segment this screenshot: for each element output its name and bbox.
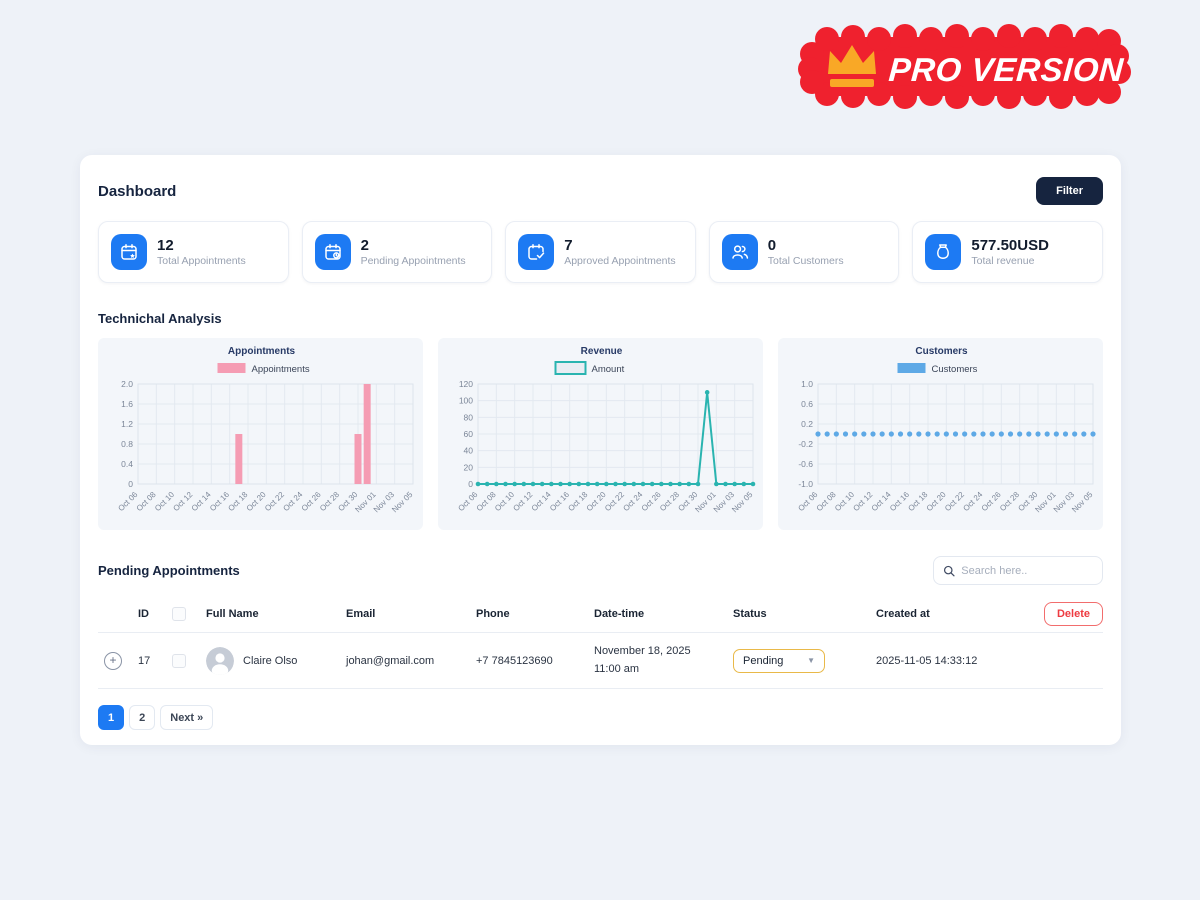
- appointments-chart: Appointments Appointments Oct 06 Oct 08 Oct …: [98, 338, 423, 530]
- calendar-clock-icon: [314, 234, 351, 270]
- status-value: Pending: [743, 654, 784, 667]
- col-full-name: Full Name: [206, 607, 259, 620]
- chevron-down-icon: ▼: [807, 656, 815, 665]
- stat-value: 577.50USD: [971, 236, 1049, 254]
- stat-value: 2: [360, 236, 369, 254]
- avatar: [206, 646, 234, 675]
- cell-id: 17: [138, 654, 151, 667]
- svg-text:0.6: 0.6: [801, 399, 813, 409]
- expand-row-icon[interactable]: +: [104, 651, 122, 670]
- svg-text:40: 40: [464, 446, 474, 456]
- svg-text:100: 100: [459, 396, 473, 406]
- search-icon: [943, 565, 955, 576]
- col-phone: Phone: [476, 607, 510, 620]
- stat-card-total-appointments: 12 Total Appointments: [98, 221, 289, 283]
- svg-text:0.8: 0.8: [121, 439, 133, 449]
- analysis-section-title: Technichal Analysis: [98, 311, 222, 326]
- table-header-row: ID Full Name Email Phone Date-time Statu…: [98, 595, 1103, 633]
- calendar-star-icon: [111, 234, 147, 270]
- svg-text:-1.0: -1.0: [798, 479, 813, 489]
- svg-text:-0.2: -0.2: [798, 439, 813, 449]
- svg-text:0: 0: [128, 479, 133, 489]
- svg-text:Appointments: Appointments: [252, 364, 310, 375]
- stat-label: Approved Appointments: [564, 255, 676, 268]
- svg-text:20: 20: [464, 462, 474, 472]
- col-date-time: Date-time: [594, 607, 645, 620]
- col-id: ID: [138, 607, 149, 620]
- cell-phone: +7 7845123690: [476, 654, 553, 667]
- svg-text:1.0: 1.0: [801, 379, 813, 389]
- col-status: Status: [733, 607, 767, 620]
- table-row: + 17 Claire Olso johan@gmail.com +7 7845…: [98, 633, 1103, 689]
- delete-button[interactable]: Delete: [1043, 601, 1103, 626]
- dashboard-panel: Dashboard Filter 12 Total Appointments: [80, 155, 1121, 745]
- stat-card-total-customers: 0 Total Customers: [708, 221, 900, 283]
- cell-time: 11:00 am: [594, 662, 640, 675]
- money-bag-icon: [925, 234, 962, 270]
- stat-label: Total Appointments: [157, 255, 246, 268]
- svg-text:60: 60: [464, 429, 474, 439]
- cell-full-name: Claire Olso: [243, 654, 298, 667]
- svg-text:Customers: Customers: [915, 346, 968, 357]
- svg-text:1.2: 1.2: [121, 419, 133, 429]
- stat-label: Total revenue: [971, 255, 1035, 268]
- revenue-chart: Revenue Amount Oct 06 Oct 08 Oct 10 Oct 12 Oct…: [438, 338, 763, 530]
- svg-text:2.0: 2.0: [121, 379, 133, 389]
- status-dropdown[interactable]: Pending ▼: [733, 648, 825, 673]
- table-title: Pending Appointments: [98, 563, 240, 578]
- svg-text:Nov 05: Nov 05: [730, 490, 755, 515]
- crown-icon: [828, 45, 876, 87]
- badge-text: PRO VERSION: [887, 52, 1125, 89]
- stat-value: 12: [157, 236, 174, 254]
- next-page-button[interactable]: Next »: [160, 705, 214, 730]
- badge-blob: PRO VERSION: [798, 24, 1131, 109]
- svg-text:80: 80: [464, 412, 474, 422]
- svg-text:0.4: 0.4: [121, 459, 133, 469]
- stat-card-approved-appointments: 7 Approved Appointments: [505, 221, 696, 283]
- svg-text:Appointments: Appointments: [228, 346, 296, 357]
- svg-text:Nov 05: Nov 05: [390, 490, 415, 515]
- stat-value: 0: [767, 236, 777, 254]
- page-2-button[interactable]: 2: [129, 705, 156, 730]
- svg-text:120: 120: [459, 379, 473, 389]
- svg-text:Amount: Amount: [592, 364, 625, 375]
- svg-text:0: 0: [468, 479, 473, 489]
- charts-row: Appointments Appointments Oct 06 Oct 08 Oct …: [80, 338, 1121, 530]
- svg-text:-0.6: -0.6: [798, 459, 813, 469]
- table-header-bar: Pending Appointments: [98, 556, 1103, 585]
- stat-card-total-revenue: 577.50USD Total revenue: [912, 221, 1103, 283]
- svg-text:Revenue: Revenue: [581, 346, 623, 357]
- filter-button[interactable]: Filter: [1036, 177, 1103, 205]
- svg-text:Nov 05: Nov 05: [1070, 490, 1095, 515]
- stat-label: Pending Appointments: [360, 255, 466, 268]
- stats-row: 12 Total Appointments 2 Pending Appointm…: [80, 221, 1121, 283]
- panel-header: Dashboard Filter: [80, 155, 1121, 221]
- col-created-at: Created at: [876, 607, 930, 620]
- svg-text:0.2: 0.2: [801, 419, 813, 429]
- pending-appointments-table: ID Full Name Email Phone Date-time Statu…: [98, 595, 1103, 689]
- cell-created-at: 2025-11-05 14:33:12: [876, 654, 978, 667]
- pagination: 1 2 Next »: [98, 705, 1103, 730]
- cell-date: November 18, 2025: [594, 645, 691, 658]
- pro-version-badge: PRO VERSION: [797, 24, 1132, 109]
- cell-email: johan@gmail.com: [346, 654, 435, 667]
- customers-chart: Customers Customers Oct 06 Oct 08 Oct 10 Oct …: [778, 338, 1103, 530]
- calendar-check-icon: [518, 234, 555, 270]
- search-input[interactable]: [961, 564, 1093, 577]
- page-1-button[interactable]: 1: [98, 705, 125, 730]
- stat-value: 7: [564, 236, 573, 254]
- page-title: Dashboard: [98, 182, 177, 200]
- search-box[interactable]: [933, 556, 1103, 585]
- stat-label: Total Customers: [767, 255, 844, 268]
- col-email: Email: [346, 607, 376, 620]
- stat-card-pending-appointments: 2 Pending Appointments: [301, 221, 493, 283]
- svg-text:1.6: 1.6: [121, 399, 133, 409]
- people-icon: [721, 234, 758, 270]
- row-checkbox[interactable]: [172, 653, 186, 668]
- select-all-checkbox[interactable]: [172, 606, 186, 621]
- svg-text:Customers: Customers: [932, 364, 978, 375]
